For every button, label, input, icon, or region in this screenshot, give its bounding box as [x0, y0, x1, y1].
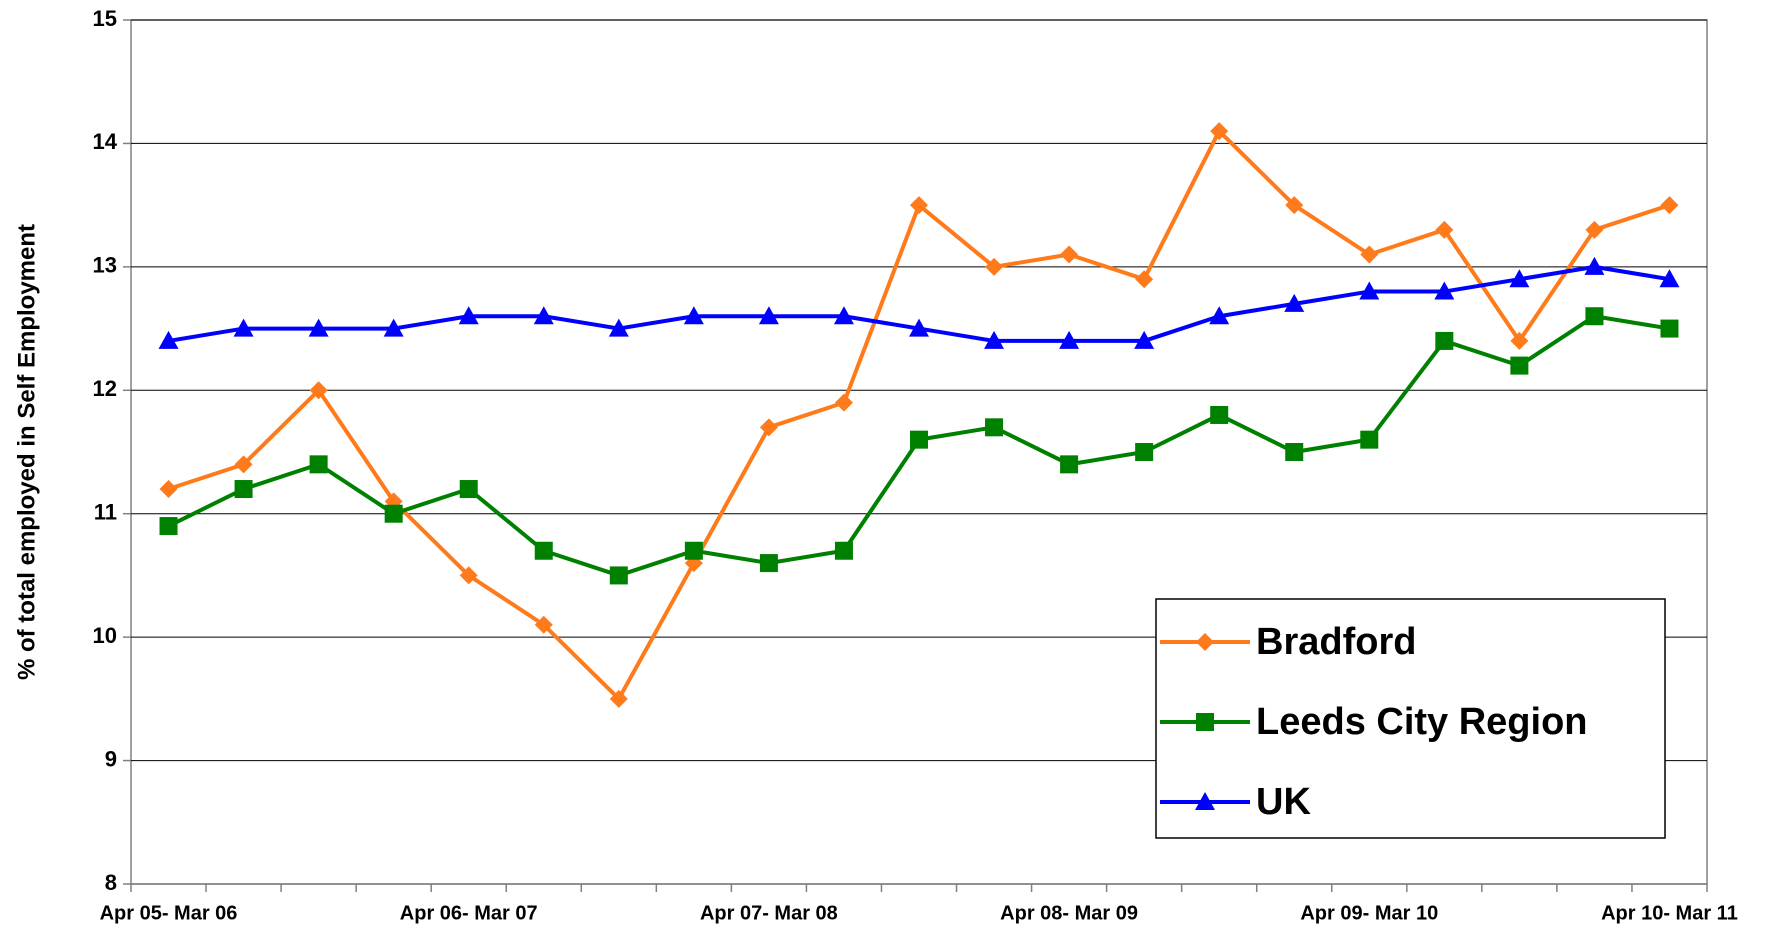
- data-point: [308, 318, 329, 337]
- y-tick-label: 14: [93, 129, 118, 154]
- data-point: [1585, 220, 1604, 239]
- data-point: [985, 418, 1004, 437]
- data-point: [909, 318, 929, 337]
- data-point: [1584, 256, 1605, 275]
- data-point: [159, 517, 178, 536]
- data-point: [384, 504, 403, 523]
- data-point: [1134, 330, 1155, 349]
- data-point: [1060, 245, 1079, 264]
- data-point: [309, 455, 328, 474]
- data-point: [834, 393, 853, 412]
- data-point: [459, 480, 478, 499]
- y-tick-label: 12: [93, 376, 117, 401]
- data-point: [1660, 319, 1679, 338]
- data-point: [608, 318, 629, 337]
- data-point: [1060, 455, 1079, 474]
- y-tick-label: 11: [94, 500, 117, 525]
- y-tick-label: 9: [105, 746, 117, 771]
- data-point: [1135, 443, 1154, 461]
- data-point: [533, 306, 554, 325]
- data-point: [1660, 196, 1679, 215]
- data-point: [1510, 331, 1529, 350]
- data-point: [910, 430, 928, 449]
- data-point: [234, 455, 253, 474]
- y-tick-label: 13: [93, 253, 117, 278]
- legend-marker: [1196, 713, 1214, 731]
- data-point: [758, 306, 779, 325]
- data-point: [833, 306, 854, 325]
- data-point: [1435, 331, 1454, 350]
- data-point: [834, 541, 853, 560]
- data-point: [534, 541, 553, 560]
- y-tick-label: 8: [105, 870, 117, 895]
- data-point: [684, 541, 703, 560]
- data-point: [534, 615, 553, 634]
- x-tick-label: Apr 06- Mar 07: [400, 902, 538, 924]
- x-tick-label: Apr 09- Mar 10: [1300, 902, 1438, 924]
- data-point: [1585, 307, 1604, 326]
- data-point: [383, 318, 404, 337]
- data-point: [233, 318, 254, 337]
- data-point: [1434, 281, 1455, 300]
- data-point: [984, 330, 1005, 349]
- data-point: [1659, 269, 1680, 288]
- legend-marker: [1196, 633, 1214, 651]
- data-point: [1360, 430, 1379, 449]
- data-point: [1359, 281, 1380, 300]
- legend-box: [1155, 598, 1666, 839]
- data-point: [1059, 330, 1080, 349]
- y-tick-label: 10: [93, 623, 117, 648]
- legend-label: Leeds City Region: [1256, 701, 1588, 743]
- legend-marker: [1195, 792, 1215, 810]
- y-tick-label: 15: [93, 6, 117, 31]
- x-tick-label: Apr 07- Mar 08: [700, 902, 838, 924]
- data-point: [609, 689, 628, 708]
- data-point: [309, 381, 328, 400]
- data-point: [1285, 443, 1304, 461]
- legend-label: UK: [1256, 781, 1311, 823]
- data-point: [683, 306, 704, 325]
- data-point: [458, 306, 479, 325]
- data-point: [609, 566, 628, 585]
- data-point: [1210, 405, 1229, 424]
- y-axis-title: % of total employed in Self Employment: [13, 224, 40, 680]
- data-point: [1285, 196, 1304, 215]
- x-tick-label: Apr 08- Mar 09: [1000, 902, 1138, 924]
- legend-label: Bradford: [1256, 621, 1416, 663]
- data-point: [759, 554, 778, 573]
- data-point: [234, 480, 253, 499]
- data-point: [1210, 122, 1229, 141]
- data-point: [459, 566, 478, 585]
- data-point: [910, 196, 928, 215]
- data-point: [158, 330, 179, 349]
- data-point: [1135, 270, 1154, 289]
- data-point: [159, 480, 178, 499]
- data-point: [1360, 245, 1379, 264]
- data-point: [985, 257, 1004, 276]
- data-point: [1209, 306, 1230, 325]
- data-point: [1435, 220, 1454, 239]
- data-point: [1284, 293, 1305, 312]
- data-point: [1510, 356, 1529, 375]
- data-point: [759, 418, 778, 437]
- x-tick-label: Apr 10- Mar 11: [1601, 902, 1738, 924]
- data-point: [1509, 269, 1530, 288]
- x-tick-label: Apr 05- Mar 06: [100, 902, 238, 924]
